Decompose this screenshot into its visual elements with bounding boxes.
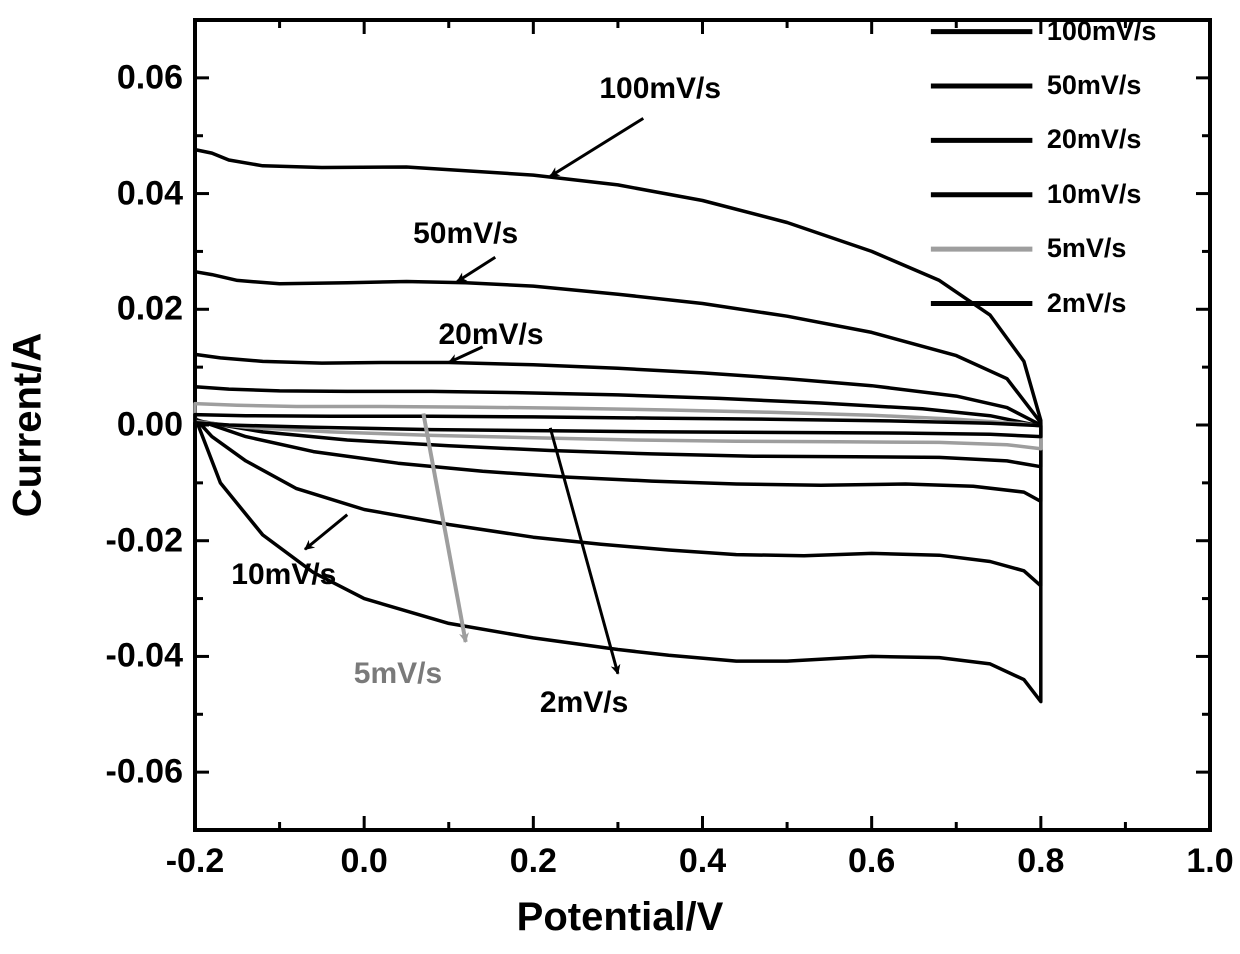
y-tick-label: 0.04 bbox=[117, 174, 183, 213]
annotation-4: 5mV/s bbox=[354, 657, 442, 691]
annotation-0: 100mV/s bbox=[599, 72, 721, 106]
y-tick-label: 0.06 bbox=[117, 58, 183, 97]
y-tick-label: -0.06 bbox=[106, 753, 184, 792]
x-tick-label: 0.2 bbox=[510, 842, 557, 881]
x-tick-label: 0.8 bbox=[1017, 842, 1064, 881]
annotation-arrow-1 bbox=[457, 257, 495, 281]
y-tick-label: 0.00 bbox=[117, 406, 183, 445]
legend-label-0: 100mV/s bbox=[1047, 15, 1157, 46]
annotation-2: 20mV/s bbox=[438, 318, 543, 352]
legend-label-3: 10mV/s bbox=[1047, 179, 1142, 210]
x-tick-label: 0.4 bbox=[679, 842, 726, 881]
legend-label-2: 20mV/s bbox=[1047, 124, 1142, 155]
annotation-1: 50mV/s bbox=[413, 217, 518, 251]
x-tick-label: 0.0 bbox=[341, 842, 388, 881]
legend-label-5: 2mV/s bbox=[1047, 287, 1127, 318]
y-tick-label: -0.02 bbox=[106, 521, 184, 560]
y-tick-label: -0.04 bbox=[106, 637, 184, 676]
cv-plot: Potential/V Current/A 100mV/s 50mV/s 20mV/… bbox=[0, 0, 1240, 954]
annotation-5: 2mV/s bbox=[540, 686, 628, 720]
legend-label-4: 5mV/s bbox=[1047, 233, 1127, 264]
annotation-3: 10mV/s bbox=[231, 558, 336, 592]
annotation-arrow-0 bbox=[550, 118, 643, 176]
series-100mV/s bbox=[195, 150, 1041, 702]
x-tick-label: -0.2 bbox=[166, 842, 225, 881]
annotation-arrow-3 bbox=[305, 515, 347, 550]
y-tick-label: 0.02 bbox=[117, 290, 183, 329]
x-axis-title: Potential/V bbox=[0, 895, 1240, 940]
y-axis-title: Current/A bbox=[6, 333, 51, 517]
x-tick-label: 0.6 bbox=[848, 842, 895, 881]
legend-label-1: 50mV/s bbox=[1047, 70, 1142, 101]
x-tick-label: 1.0 bbox=[1186, 842, 1233, 881]
annotation-arrow-5 bbox=[550, 428, 618, 674]
